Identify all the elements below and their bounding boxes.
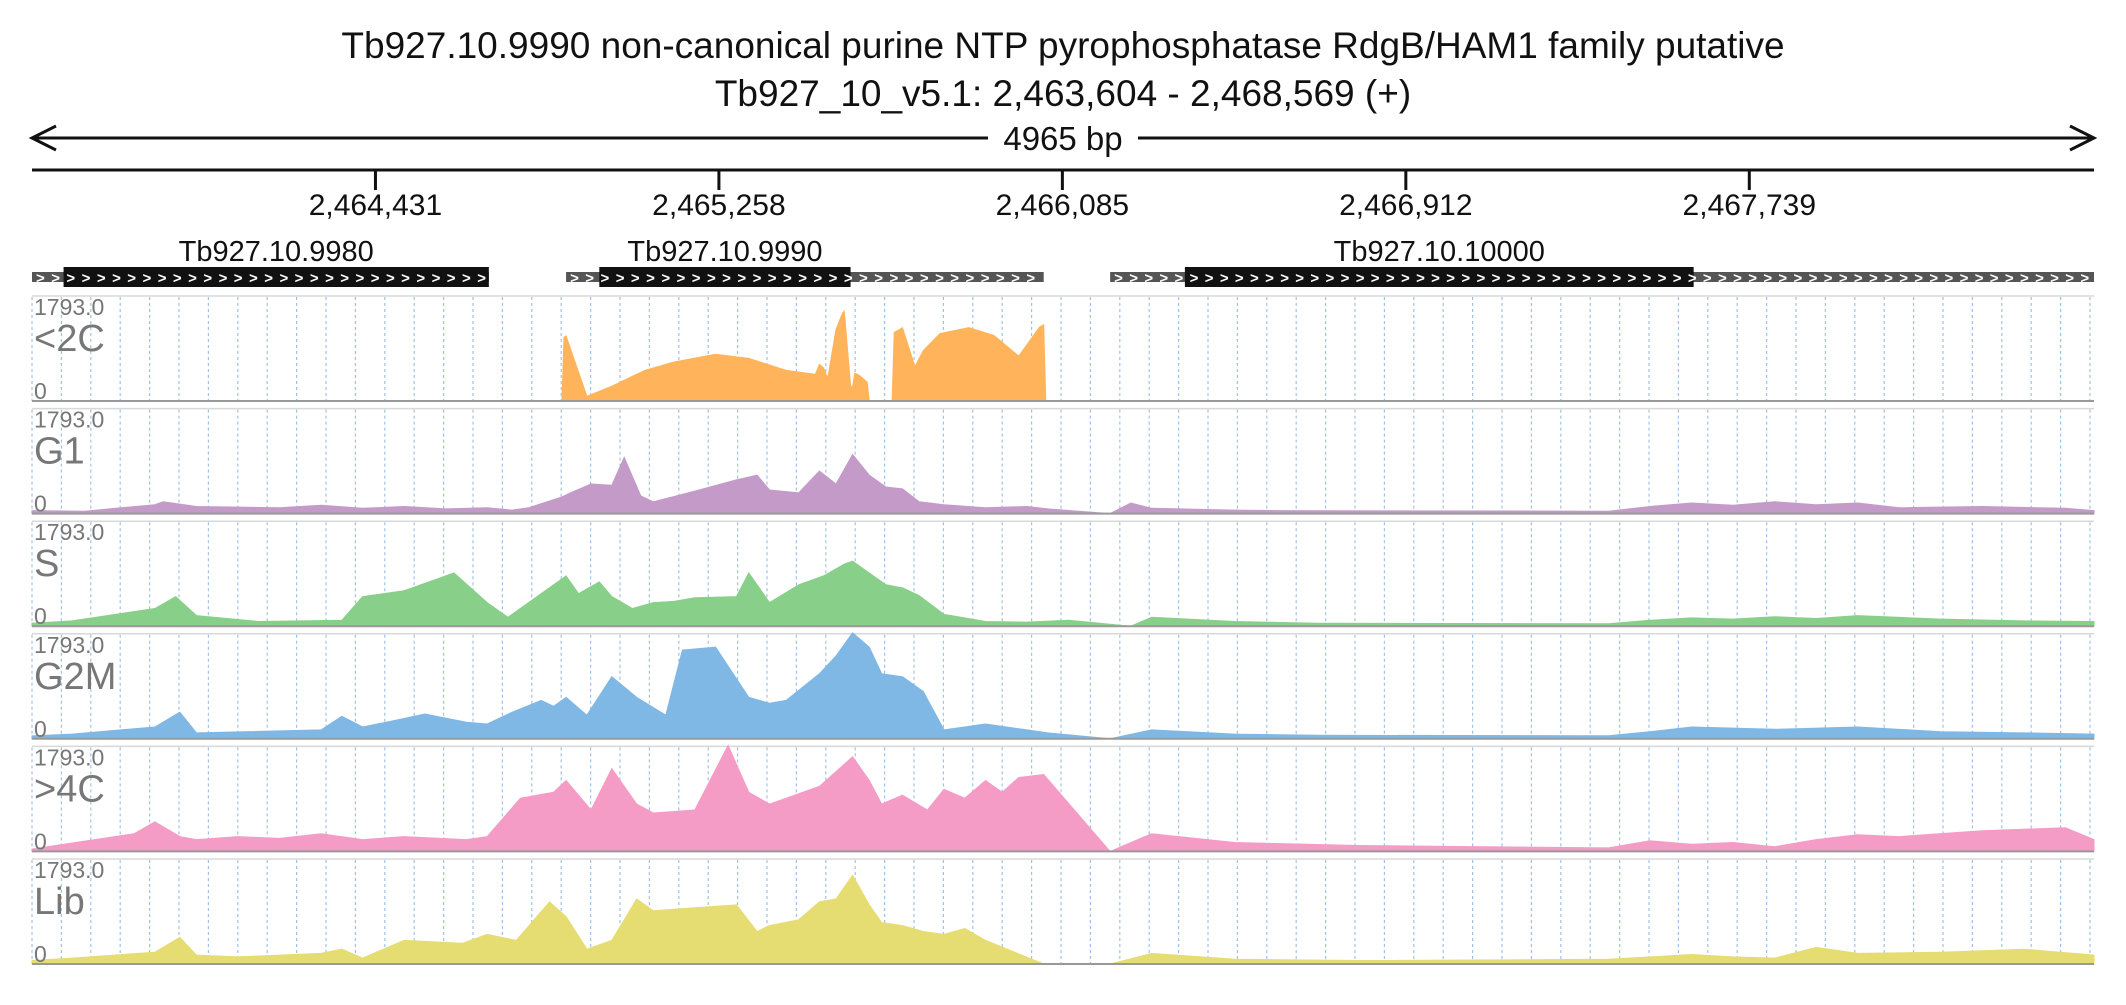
series-name: >4C (34, 768, 105, 810)
series-name: G1 (34, 431, 85, 473)
span-arrow: 4965 bp (28, 118, 2098, 158)
series-name: <2C (34, 318, 105, 360)
span-label: 4965 bp (1003, 120, 1122, 157)
strand-chevrons: >>>>>>>>>>>>>>>>>>>>>>>>>>>>>>>>>>>>>>>>… (1114, 270, 2089, 287)
track-2: 1793.0 0 S (31, 519, 2095, 629)
y-max-label: 1793.0 (34, 857, 104, 883)
y-min-label: 0 (34, 603, 47, 629)
track-3: 1793.0 0 G2M (31, 632, 2095, 742)
track-0: 1793.0 0 <2C (31, 294, 2094, 404)
track-5: 1793.0 0 Lib (31, 857, 2095, 967)
y-min-label: 0 (34, 941, 47, 967)
y-min-label: 0 (34, 716, 47, 742)
track-4: 1793.0 0 >4C (31, 744, 2095, 854)
span-arrow-left-head (28, 124, 57, 152)
x-tick-label: 2,465,258 (652, 189, 785, 222)
gene-cds (63, 267, 489, 287)
y-max-label: 1793.0 (34, 519, 104, 545)
track-1: 1793.0 0 G1 (31, 407, 2095, 517)
chart-title: Tb927.10.9990 non-canonical purine NTP p… (341, 25, 1784, 66)
y-min-label: 0 (34, 828, 47, 854)
x-axis: 2,464,431 2,465,258 2,466,085 2,466,912 2,46… (32, 168, 2094, 222)
coverage-tracks: 1793.00<2C1793.00G11793.00S1793.00G2M179… (31, 294, 2095, 967)
series-name: G2M (34, 656, 116, 698)
y-min-label: 0 (34, 491, 47, 517)
series-name: S (34, 543, 59, 585)
y-max-label: 1793.0 (34, 744, 104, 770)
x-tick-label: 2,466,912 (1339, 189, 1472, 222)
series-area-3 (31, 632, 2095, 740)
x-tick-label: 2,464,431 (309, 189, 442, 222)
series-area-2 (31, 560, 2095, 627)
y-max-label: 1793.0 (34, 407, 104, 433)
gene-label: Tb927.10.10000 (1334, 236, 1545, 268)
series-name: Lib (34, 881, 85, 923)
x-tick-label: 2,467,739 (1683, 189, 1816, 222)
y-min-label: 0 (34, 378, 47, 404)
gene-cds (599, 267, 851, 287)
y-max-label: 1793.0 (34, 294, 104, 320)
series-area-0 (32, 309, 2094, 402)
span-label-bg (988, 118, 1138, 158)
gene-label: Tb927.10.9980 (179, 236, 374, 268)
gene-label: Tb927.10.9990 (627, 236, 822, 268)
chart-location: Tb927_10_v5.1: 2,463,604 - 2,468,569 (+) (715, 73, 1411, 114)
series-area-1 (31, 453, 2095, 515)
series-area-5 (31, 874, 2095, 965)
gene-cds (1184, 267, 1694, 287)
x-tick-label: 2,466,085 (996, 189, 1129, 222)
span-arrow-right-head (2069, 124, 2098, 152)
gene-track: >>>>>>>>>>>>>>>>>>>>>>>>>>>>>>Tb927.10.9… (32, 236, 2094, 287)
y-max-label: 1793.0 (34, 632, 104, 658)
series-area-4 (31, 744, 2095, 853)
